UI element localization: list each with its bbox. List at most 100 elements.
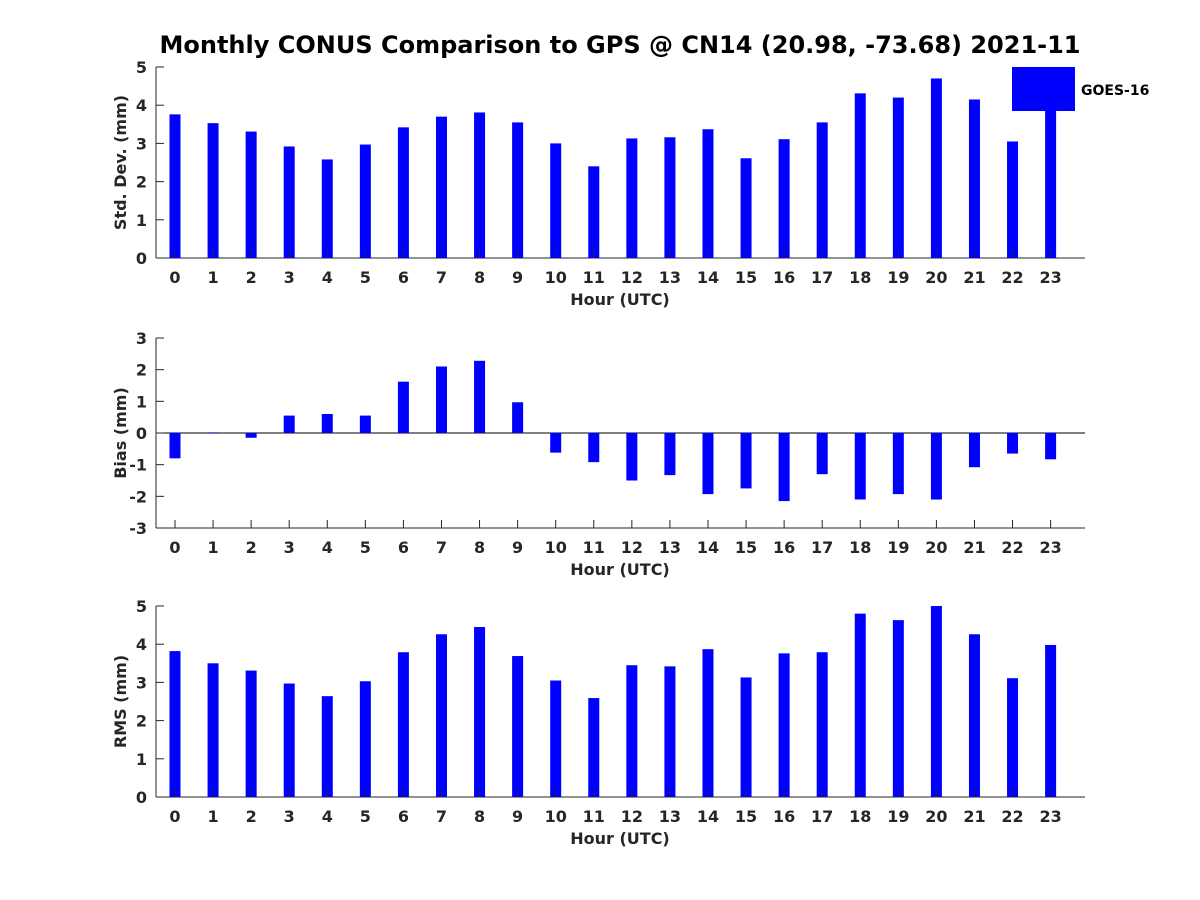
x-tick-label: 10: [545, 538, 567, 557]
x-tick-label: 10: [545, 268, 567, 287]
x-tick-label: 0: [169, 538, 180, 557]
bar: [321, 159, 333, 258]
bar: [550, 680, 562, 797]
x-tick-label: 13: [659, 807, 681, 826]
bar: [968, 433, 980, 468]
x-tick-label: 17: [811, 538, 833, 557]
y-axis-label: Std. Dev. (mm): [111, 95, 130, 230]
x-tick-label: 17: [811, 807, 833, 826]
x-tick-label: 14: [697, 538, 719, 557]
y-tick-label: 5: [136, 58, 147, 77]
bar: [512, 122, 524, 258]
x-tick-label: 11: [583, 268, 605, 287]
bar: [664, 666, 676, 797]
bar: [550, 433, 562, 453]
bar: [1007, 678, 1019, 797]
x-tick-label: 16: [773, 807, 795, 826]
bar: [359, 144, 371, 258]
bar: [359, 681, 371, 797]
y-tick-label: 2: [136, 173, 147, 192]
x-tick-label: 13: [659, 538, 681, 557]
x-tick-label: 9: [512, 538, 523, 557]
y-tick-label: 1: [136, 211, 147, 230]
x-tick-label: 1: [207, 538, 218, 557]
x-tick-label: 5: [360, 538, 371, 557]
bar: [816, 433, 828, 475]
bar: [435, 634, 447, 797]
bar: [207, 123, 219, 259]
bar: [626, 665, 638, 797]
y-tick-label: 3: [136, 329, 147, 348]
x-tick-label: 21: [963, 268, 985, 287]
bar: [588, 166, 600, 258]
x-tick-label: 15: [735, 538, 757, 557]
x-tick-label: 11: [583, 807, 605, 826]
x-tick-label: 15: [735, 807, 757, 826]
x-tick-label: 14: [697, 268, 719, 287]
bar: [169, 651, 181, 797]
x-tick-label: 19: [887, 538, 909, 557]
bar: [550, 143, 562, 258]
bar: [207, 432, 219, 433]
x-tick-label: 18: [849, 538, 871, 557]
x-tick-label: 3: [284, 268, 295, 287]
bar: [283, 415, 295, 433]
x-tick-label: 5: [360, 268, 371, 287]
bar: [474, 112, 486, 258]
bar: [321, 414, 333, 433]
y-tick-label: 4: [136, 96, 147, 115]
x-tick-label: 12: [621, 538, 643, 557]
bar: [1045, 433, 1057, 460]
x-tick-label: 17: [811, 268, 833, 287]
legend-label: GOES-16: [1081, 83, 1149, 99]
x-axis-label: Hour (UTC): [570, 290, 670, 309]
bar: [968, 99, 980, 258]
x-tick-label: 13: [659, 268, 681, 287]
x-tick-label: 20: [925, 538, 947, 557]
bar: [245, 433, 257, 438]
bar: [930, 433, 942, 500]
x-tick-label: 3: [284, 807, 295, 826]
bar: [892, 97, 904, 258]
bar: [930, 78, 942, 259]
x-tick-label: 10: [545, 807, 567, 826]
bar: [626, 433, 638, 481]
x-tick-label: 6: [398, 268, 409, 287]
bar: [1007, 141, 1019, 258]
bar: [283, 146, 295, 258]
x-tick-label: 12: [621, 268, 643, 287]
y-tick-label: 1: [136, 392, 147, 411]
bar: [169, 433, 181, 459]
y-axis-label: Bias (mm): [111, 387, 130, 479]
x-tick-label: 6: [398, 807, 409, 826]
bar: [1045, 644, 1057, 797]
bar: [664, 137, 676, 258]
x-tick-label: 8: [474, 807, 485, 826]
y-tick-label: 1: [136, 750, 147, 769]
bar: [321, 696, 333, 797]
x-tick-label: 2: [246, 807, 257, 826]
bar: [512, 656, 524, 797]
x-tick-label: 9: [512, 807, 523, 826]
x-tick-label: 22: [1001, 807, 1023, 826]
bar: [968, 634, 980, 797]
x-tick-label: 2: [246, 268, 257, 287]
x-tick-label: 0: [169, 268, 180, 287]
x-tick-label: 9: [512, 268, 523, 287]
bar: [854, 433, 866, 500]
bar: [778, 139, 790, 258]
bar: [474, 627, 486, 797]
x-tick-label: 23: [1039, 268, 1061, 287]
bar: [359, 415, 371, 433]
x-tick-label: 7: [436, 807, 447, 826]
y-tick-label: 2: [136, 712, 147, 731]
x-tick-label: 15: [735, 268, 757, 287]
bar: [169, 114, 181, 258]
bar: [702, 129, 714, 258]
x-tick-label: 8: [474, 268, 485, 287]
x-tick-label: 14: [697, 807, 719, 826]
x-tick-label: 22: [1001, 268, 1023, 287]
y-tick-label: -1: [129, 456, 147, 475]
